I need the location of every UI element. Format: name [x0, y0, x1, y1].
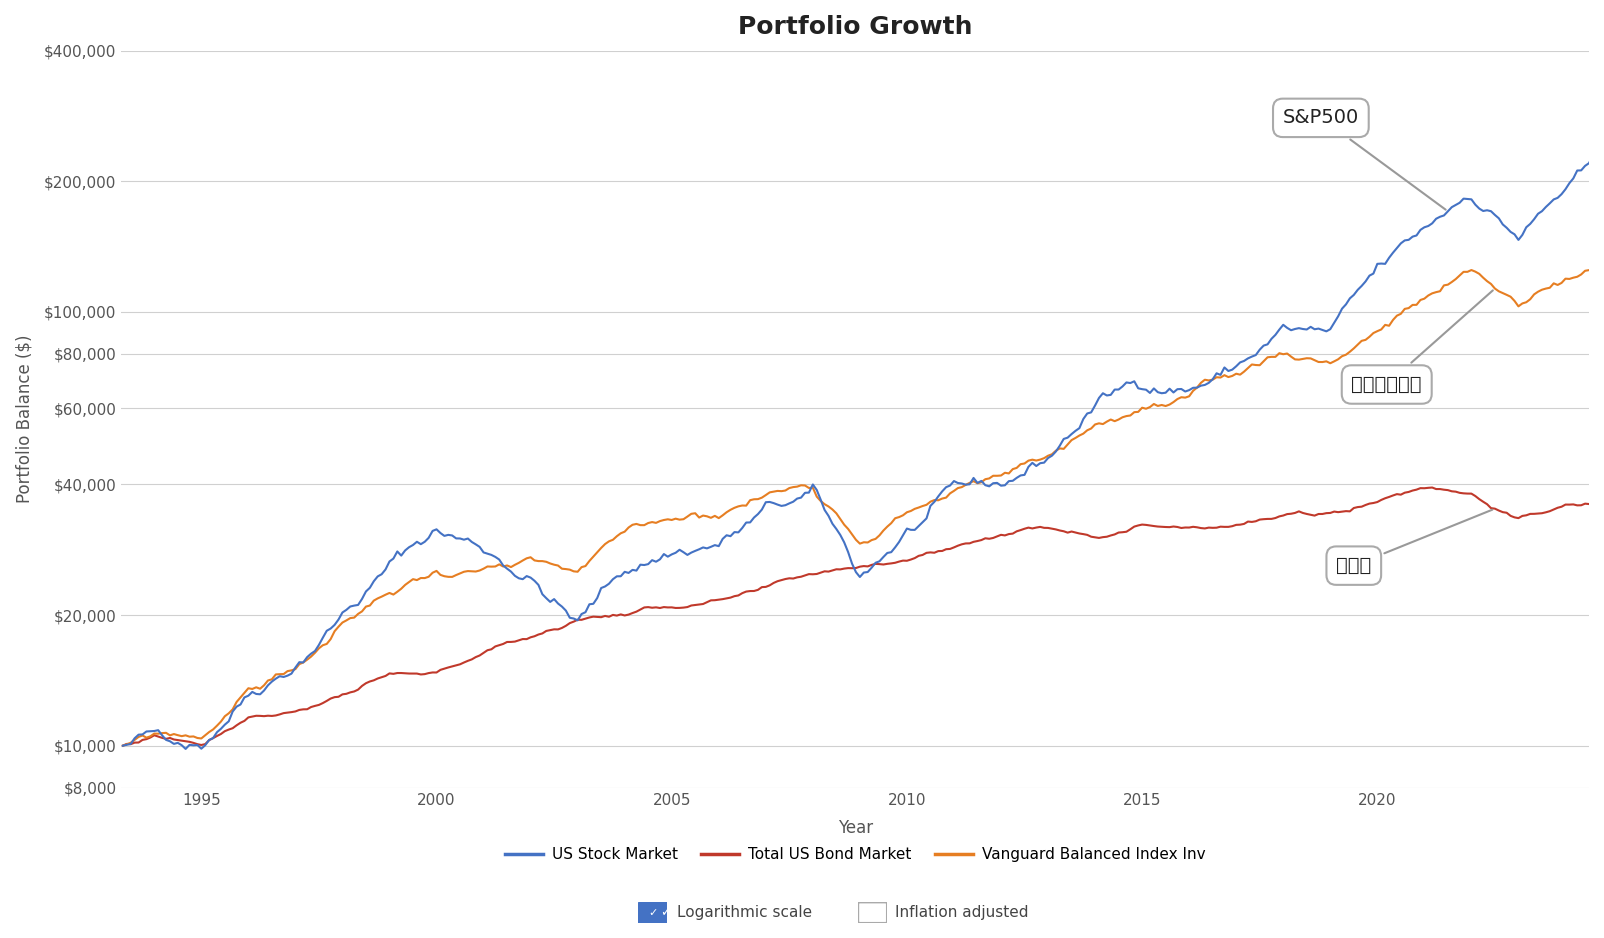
FancyBboxPatch shape [858, 902, 887, 923]
Title: Portfolio Growth: Portfolio Growth [738, 15, 972, 39]
Text: Inflation adjusted: Inflation adjusted [895, 905, 1028, 920]
Text: 米国債: 米国債 [1336, 509, 1492, 575]
Text: ✓: ✓ [648, 908, 658, 917]
Text: ✓: ✓ [661, 906, 670, 919]
Text: Logarithmic scale: Logarithmic scale [677, 905, 812, 920]
Legend: US Stock Market, Total US Bond Market, Vanguard Balanced Index Inv: US Stock Market, Total US Bond Market, V… [499, 841, 1211, 869]
Text: ベンチマーク: ベンチマーク [1352, 291, 1493, 394]
X-axis label: Year: Year [837, 819, 873, 837]
Y-axis label: Portfolio Balance ($): Portfolio Balance ($) [14, 335, 34, 504]
FancyBboxPatch shape [638, 902, 667, 923]
Text: S&P500: S&P500 [1283, 109, 1445, 210]
